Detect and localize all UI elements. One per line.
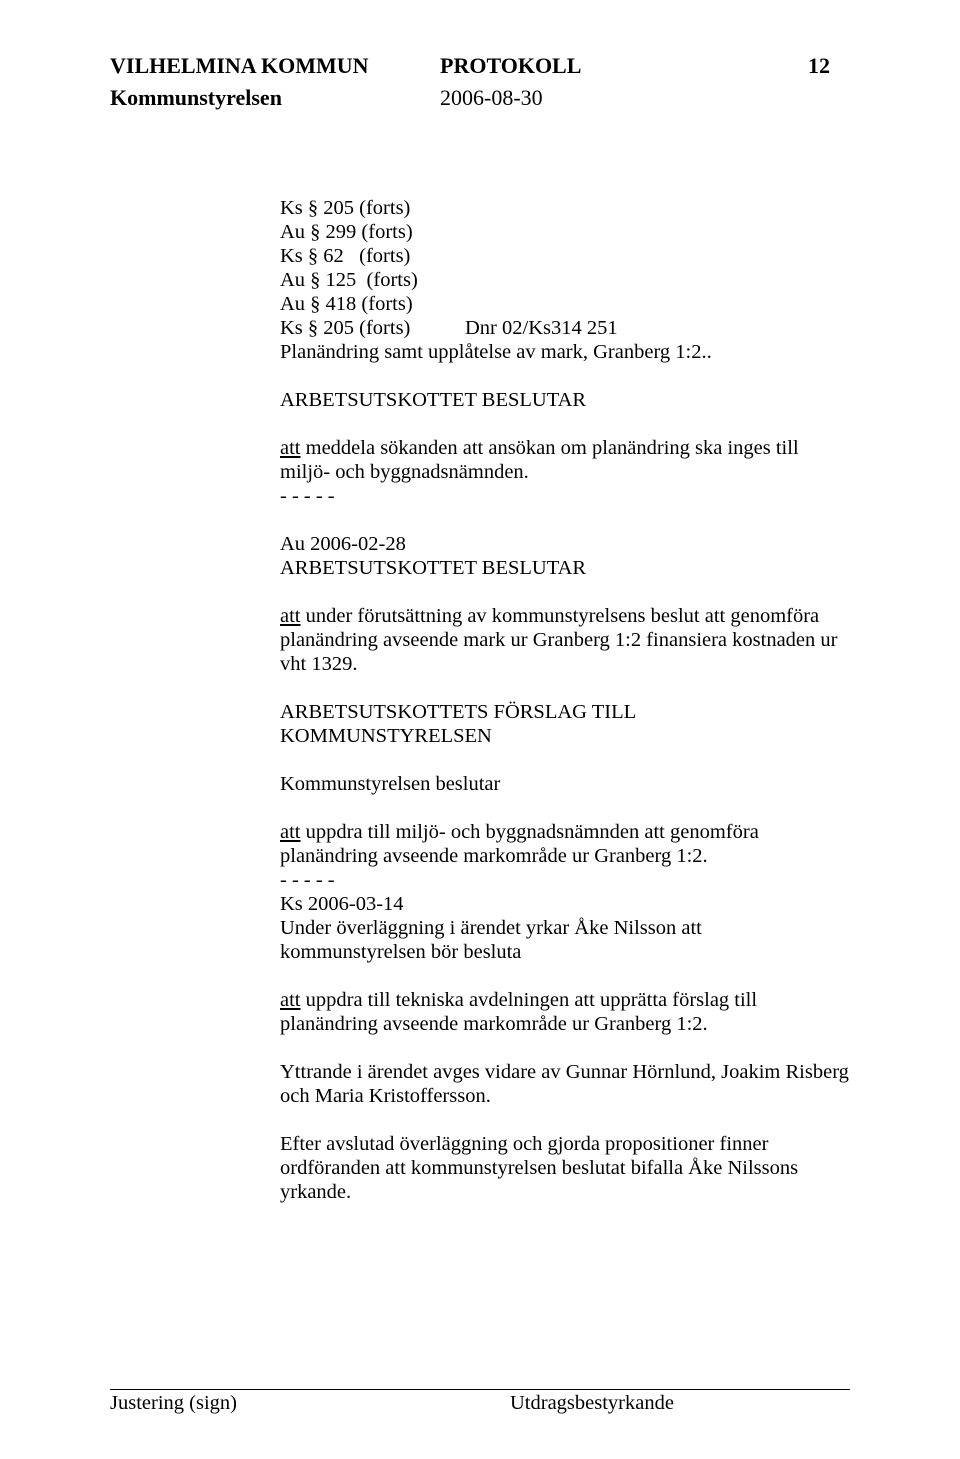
ref-line: Au § 125 (forts) bbox=[280, 269, 850, 293]
au-date: Au 2006-02-28 bbox=[280, 533, 850, 557]
header-doc-type: PROTOKOLL bbox=[440, 52, 740, 80]
header-row-2: Kommunstyrelsen 2006-08-30 bbox=[110, 84, 850, 112]
paragraph: att uppdra till tekniska avdelningen att… bbox=[280, 989, 850, 1037]
ref-line: Au § 299 (forts) bbox=[280, 221, 850, 245]
header-row-1: VILHELMINA KOMMUN PROTOKOLL 12 bbox=[110, 52, 850, 80]
footer-right: Utdragsbestyrkande bbox=[510, 1392, 850, 1415]
footer-rule bbox=[110, 1389, 850, 1390]
paragraph: att under förutsättning av kommunstyrels… bbox=[280, 605, 850, 677]
ref-dnr: Dnr 02/Ks314 251 bbox=[465, 317, 850, 341]
paragraph: Yttrande i ärendet avges vidare av Gunna… bbox=[280, 1061, 850, 1109]
ref-line: Ks § 205 (forts) bbox=[280, 197, 850, 221]
page-footer: Justering (sign) Utdragsbestyrkande bbox=[110, 1389, 850, 1415]
matter-title: Planändring samt upplåtelse av mark, Gra… bbox=[280, 341, 850, 365]
ref-ks: Ks § 205 (forts) bbox=[280, 317, 465, 341]
reference-block: Ks § 205 (forts) Au § 299 (forts) Ks § 6… bbox=[280, 197, 850, 365]
header-org: VILHELMINA KOMMUN bbox=[110, 52, 440, 80]
header-body-name: Kommunstyrelsen bbox=[110, 84, 440, 112]
footer-left: Justering (sign) bbox=[110, 1392, 510, 1415]
proposal-heading: ARBETSUTSKOTTETS FÖRSLAG TILL KOMMUNSTYR… bbox=[280, 701, 850, 749]
footer-row: Justering (sign) Utdragsbestyrkande bbox=[110, 1392, 850, 1415]
paragraph: Efter avslutad överläggning och gjorda p… bbox=[280, 1133, 850, 1205]
separator-dashes: - - - - - bbox=[280, 869, 850, 893]
paragraph: Under överläggning i ärendet yrkar Åke N… bbox=[280, 917, 850, 965]
subheading: Kommunstyrelsen beslutar bbox=[280, 773, 850, 797]
page: VILHELMINA KOMMUN PROTOKOLL 12 Kommunsty… bbox=[0, 0, 960, 1459]
decision-heading: ARBETSUTSKOTTET BESLUTAR bbox=[280, 389, 850, 413]
document-body: Ks § 205 (forts) Au § 299 (forts) Ks § 6… bbox=[110, 197, 850, 1205]
ks-date: Ks 2006-03-14 bbox=[280, 893, 850, 917]
header-date: 2006-08-30 bbox=[440, 84, 740, 112]
paragraph: att uppdra till miljö- och byggnadsnämnd… bbox=[280, 821, 850, 869]
header-page-number: 12 bbox=[740, 52, 850, 80]
ref-line: Au § 418 (forts) bbox=[280, 293, 850, 317]
ref-line-dnr: Ks § 205 (forts) Dnr 02/Ks314 251 bbox=[280, 317, 850, 341]
separator-dashes: - - - - - bbox=[280, 485, 850, 509]
ref-line: Ks § 62 (forts) bbox=[280, 245, 850, 269]
decision-heading: ARBETSUTSKOTTET BESLUTAR bbox=[280, 557, 850, 581]
paragraph: att meddela sökanden att ansökan om plan… bbox=[280, 437, 850, 485]
